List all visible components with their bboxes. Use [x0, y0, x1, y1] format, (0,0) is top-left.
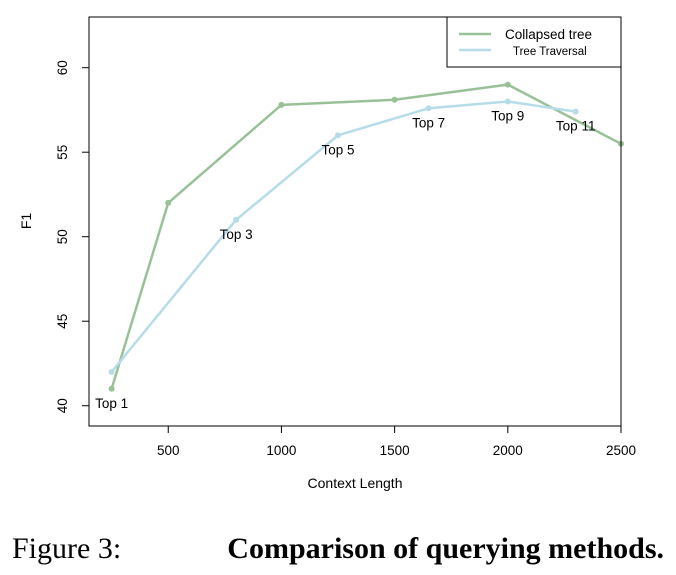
- y-tick-label: 45: [55, 314, 70, 329]
- line-chart: 500 1000 1500 2000 2500 40 45 50 55 60 Context Le…: [18, 16, 636, 491]
- figure-caption-text: Comparison of querying methods.: [227, 532, 664, 565]
- y-axis-label: F1: [18, 213, 34, 230]
- annotation-label-top-11: Top 11: [556, 119, 596, 134]
- data-point-collapsed-tree: [278, 101, 285, 108]
- legend-label-collapsed-tree: Collapsed tree: [505, 27, 592, 42]
- x-tick-label: 2500: [606, 443, 636, 458]
- annotation-label-top-7: Top 7: [412, 115, 445, 130]
- y-tick-label: 50: [55, 229, 70, 244]
- data-point-tree-traversal: [108, 368, 115, 375]
- annotation-label-top-3: Top 3: [220, 227, 253, 242]
- legend-label-tree-traversal: Tree Traversal: [513, 46, 587, 58]
- data-point-collapsed-tree: [391, 96, 398, 103]
- x-tick-label: 500: [157, 443, 180, 458]
- data-point-collapsed-tree: [504, 81, 511, 88]
- x-tick-label: 1000: [266, 443, 296, 458]
- y-tick-label: 60: [55, 60, 70, 75]
- figure-caption-label: Figure 3:: [12, 532, 122, 565]
- data-point-collapsed-tree: [108, 385, 115, 392]
- plot-frame: [88, 16, 622, 427]
- x-axis-label: Context Length: [308, 475, 403, 491]
- data-point-collapsed-tree: [165, 199, 172, 206]
- annotation-label-top-1: Top 1: [95, 396, 128, 411]
- data-point-tree-traversal: [504, 98, 511, 105]
- x-tick-label: 1500: [380, 443, 410, 458]
- legend: Collapsed tree Tree Traversal: [446, 16, 622, 68]
- annotation-label-top-5: Top 5: [321, 142, 354, 157]
- x-tick-label: 2000: [493, 443, 523, 458]
- data-point-tree-traversal: [572, 108, 579, 115]
- y-tick-label: 40: [55, 398, 70, 413]
- data-point-tree-traversal: [335, 132, 341, 139]
- series-line-tree-traversal: [110, 100, 576, 373]
- annotation-label-top-9: Top 9: [491, 109, 524, 124]
- series-line-collapsed-tree: [110, 83, 622, 390]
- data-point-tree-traversal: [233, 216, 240, 223]
- figure-caption: Figure 3: Comparison of querying methods…: [12, 532, 664, 572]
- y-tick-label: 55: [55, 145, 70, 160]
- data-point-tree-traversal: [425, 105, 432, 112]
- legend-box: [446, 16, 622, 68]
